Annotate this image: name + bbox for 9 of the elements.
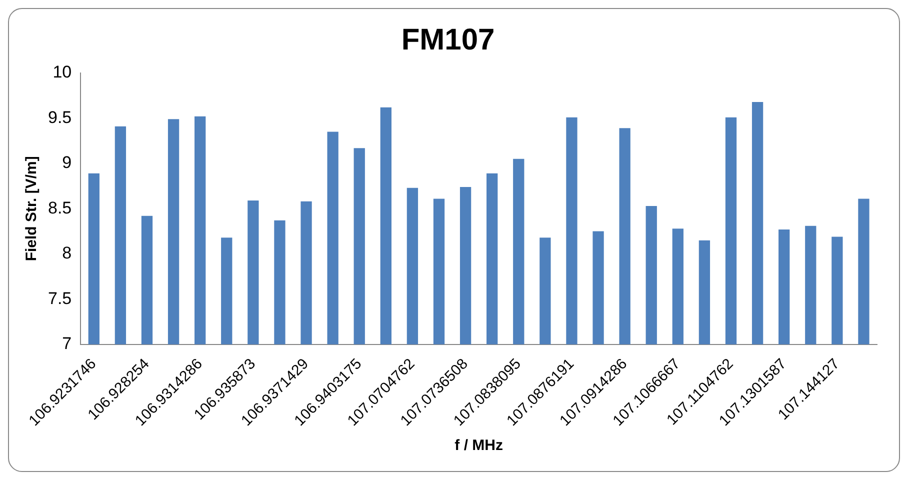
y-tick-label: 8: [62, 244, 72, 263]
y-tick-label: 9: [62, 153, 72, 172]
y-axis-title: Field Str. [V/m]: [23, 156, 40, 262]
y-tick-label: 10: [52, 62, 72, 82]
chart-title: FM107: [401, 23, 495, 56]
y-tick-label: 7: [62, 334, 72, 354]
y-tick-label: 8.5: [48, 198, 72, 218]
y-tick-label: 9.5: [48, 108, 72, 127]
y-tick-label: 7.5: [48, 288, 72, 308]
